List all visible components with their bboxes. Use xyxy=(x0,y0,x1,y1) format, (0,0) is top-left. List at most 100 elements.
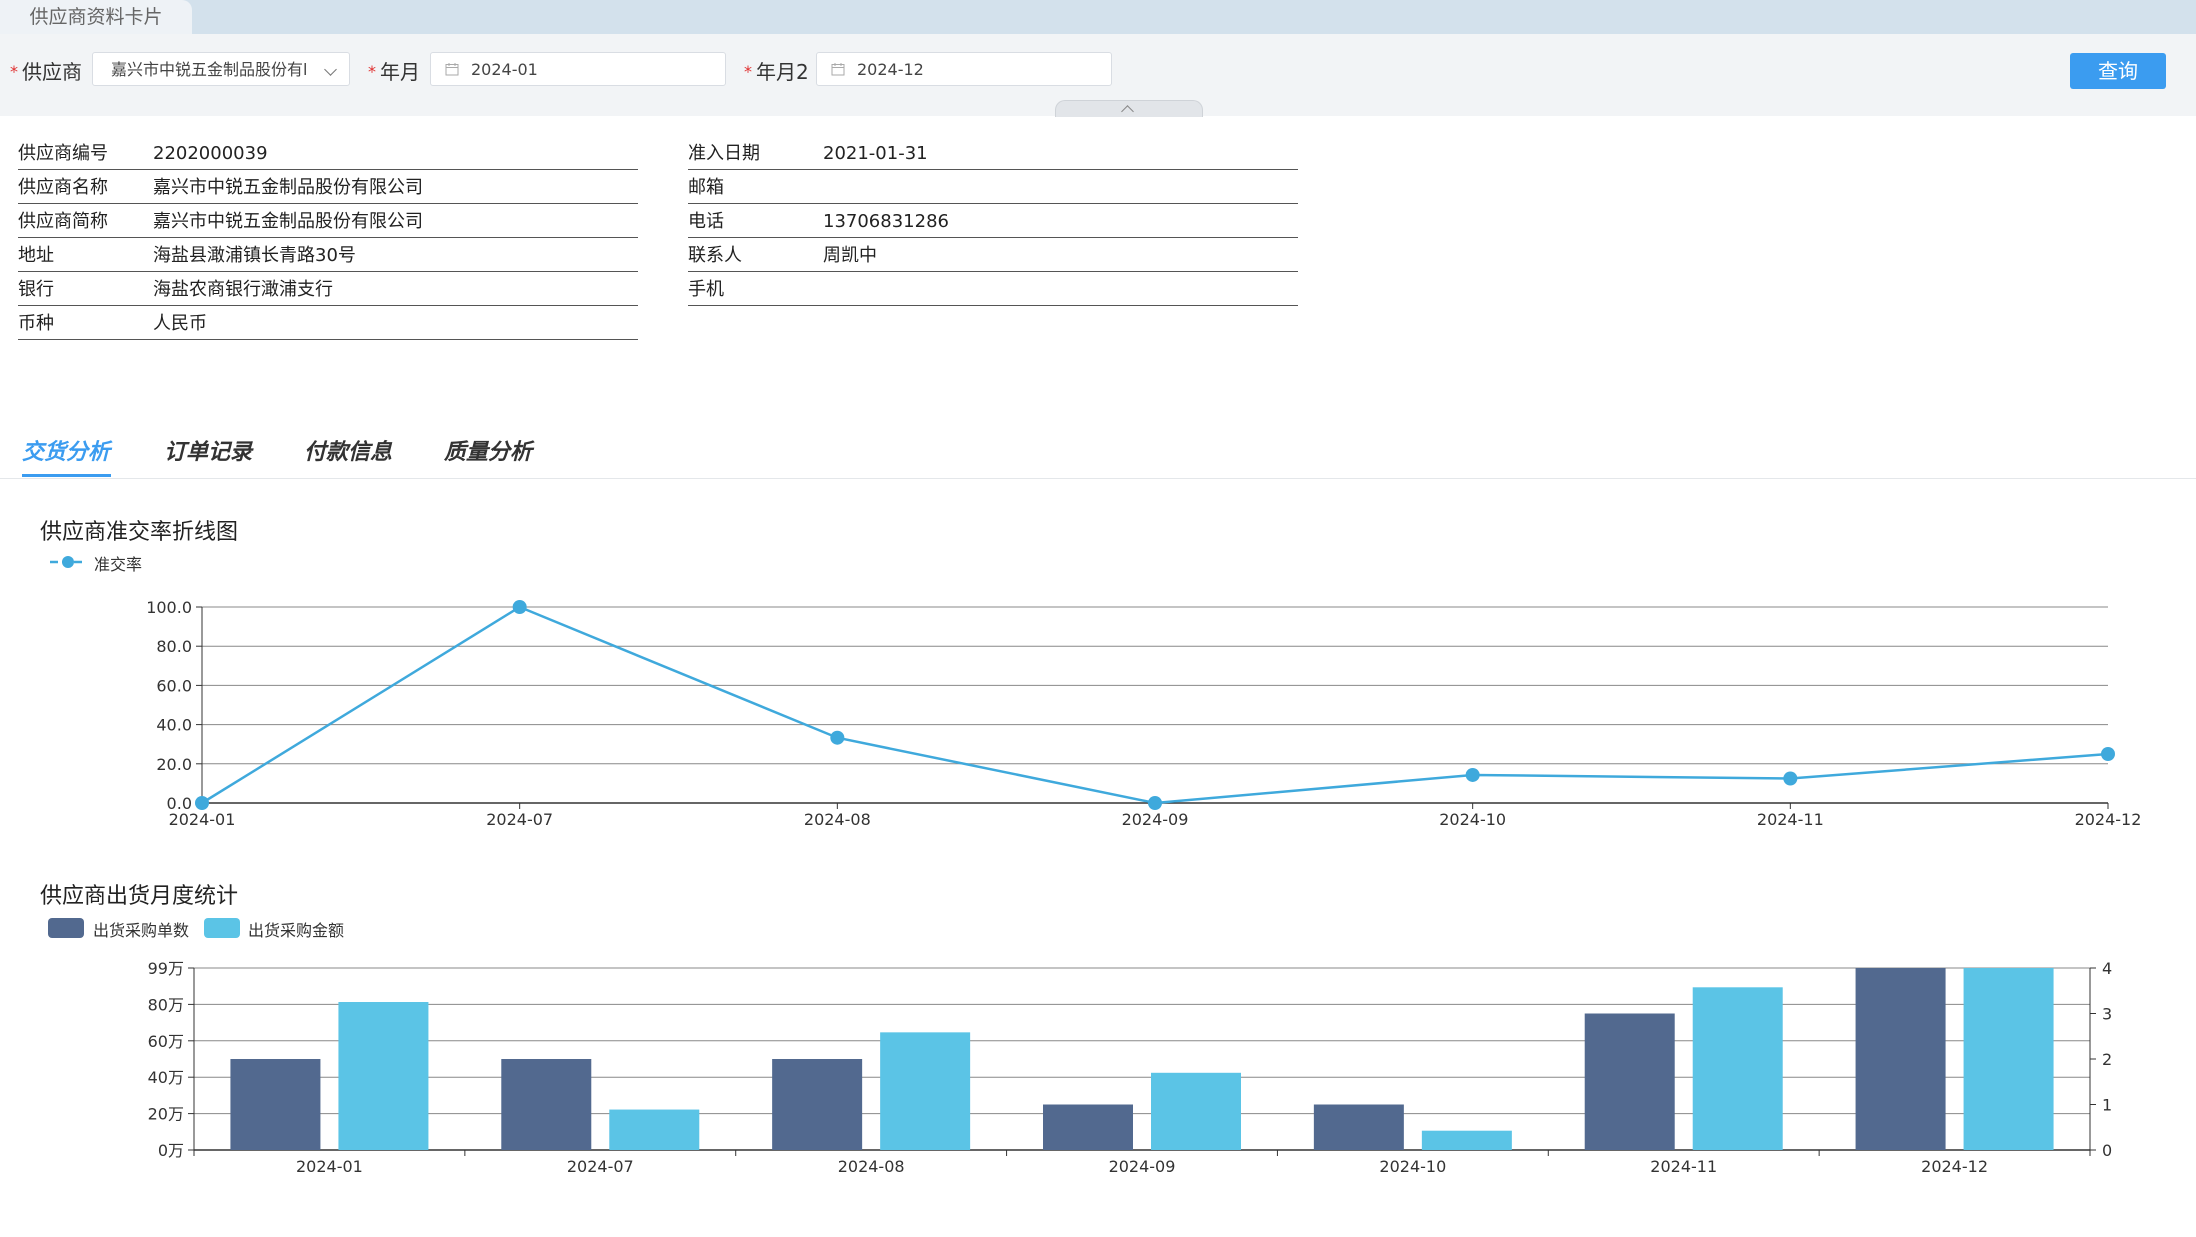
bar-legend-amount-label[interactable]: 出货采购金额 xyxy=(248,921,345,940)
line-legend-label[interactable]: 准交率 xyxy=(94,555,143,574)
info-row-supplier-name: 供应商名称 嘉兴市中锐五金制品股份有限公司 xyxy=(18,170,638,204)
x-tick-label: 2024-12 xyxy=(2075,810,2142,829)
x-tick-label: 2024-08 xyxy=(838,1157,905,1176)
info-row-supplier-short-name: 供应商简称 嘉兴市中锐五金制品股份有限公司 xyxy=(18,204,638,238)
series-line-准交率 xyxy=(201,605,2109,805)
bar-order-count xyxy=(772,1059,863,1150)
tab-supplier-card[interactable]: 供应商资料卡片 xyxy=(0,0,192,34)
y-tick-label: 0.0 xyxy=(167,794,192,813)
query-button[interactable]: 查询 xyxy=(2070,53,2166,89)
month-filter-label: * 年月 xyxy=(368,60,420,84)
info-key: 币种 xyxy=(18,313,54,334)
data-point xyxy=(830,730,845,745)
y-left-tick-label: 60万 xyxy=(148,1032,184,1051)
y-right-tick-label: 1 xyxy=(2102,1096,2112,1115)
bar-legend-amount-swatch xyxy=(204,918,240,938)
y-tick-label: 100.0 xyxy=(146,598,192,617)
x-tick-label: 2024-10 xyxy=(1379,1157,1446,1176)
info-key: 供应商编号 xyxy=(18,143,108,164)
bar-order-amount xyxy=(1151,1072,1241,1150)
x-tick-label: 2024-01 xyxy=(169,810,236,829)
info-row-supplier-code: 供应商编号 2202000039 xyxy=(18,136,638,170)
x-tick-label: 2024-07 xyxy=(567,1157,634,1176)
info-row-address: 地址 海盐县澉浦镇长青路30号 xyxy=(18,238,638,272)
supplier-filter-label: * 供应商 xyxy=(10,60,82,84)
info-key: 供应商名称 xyxy=(18,177,108,198)
bar-order-count xyxy=(1043,1104,1133,1150)
y-tick-label: 40.0 xyxy=(156,716,192,735)
info-row-phone: 电话 13706831286 xyxy=(688,204,1298,238)
y-tick-label: 60.0 xyxy=(156,676,192,695)
detail-tabs: 交货分析 订单记录 付款信息 质量分析 xyxy=(0,420,2196,479)
bar-chart: 0万 20万 40万 60万 80万 99万 0 1 2 3 4 2024-01 2024-07 2024… xyxy=(148,959,2113,1176)
info-row-mobile: 手机 xyxy=(688,272,1298,306)
info-value: 人民币 xyxy=(153,313,207,334)
info-value: 海盐县澉浦镇长青路30号 xyxy=(153,245,356,266)
y-left-tick-label: 80万 xyxy=(148,995,184,1014)
bar-order-amount xyxy=(1421,1130,1512,1150)
info-row-email: 邮箱 xyxy=(688,170,1298,204)
active-tab-indicator xyxy=(22,474,111,477)
bar-order-count xyxy=(1313,1104,1404,1150)
info-row-admission-date: 准入日期 2021-01-31 xyxy=(688,136,1298,170)
bar-order-amount xyxy=(1963,968,2054,1150)
month-end-picker[interactable]: 2024-12 xyxy=(816,52,1112,86)
line-chart-title: 供应商准交率折线图 xyxy=(40,520,239,545)
bar-order-amount xyxy=(880,1032,971,1150)
collapse-filter-handle[interactable] xyxy=(1055,100,1203,118)
bar-legend-count-swatch xyxy=(48,918,84,938)
info-row-contact: 联系人 周凯中 xyxy=(688,238,1298,272)
y-left-tick-label: 99万 xyxy=(148,959,184,978)
data-point xyxy=(195,796,209,810)
data-point xyxy=(2101,747,2115,761)
info-value: 2021-01-31 xyxy=(823,143,928,164)
x-tick-label: 2024-01 xyxy=(296,1157,363,1176)
bar-legend-count-label[interactable]: 出货采购单数 xyxy=(93,921,190,940)
data-point xyxy=(1783,771,1798,786)
info-value: 嘉兴市中锐五金制品股份有限公司 xyxy=(153,211,423,232)
info-value: 2202000039 xyxy=(153,143,268,164)
month-start-picker[interactable]: 2024-01 xyxy=(430,52,726,86)
info-row-currency: 币种 人民币 xyxy=(18,306,638,340)
y-left-tick-label: 0万 xyxy=(158,1141,184,1160)
x-tick-label: 2024-10 xyxy=(1439,810,1506,829)
info-key: 邮箱 xyxy=(688,177,724,198)
tab-quality-analysis[interactable]: 质量分析 xyxy=(444,440,533,465)
info-value: 海盐农商银行澉浦支行 xyxy=(153,279,333,300)
x-tick-label: 2024-08 xyxy=(804,810,871,829)
bar-order-count xyxy=(1855,968,1946,1150)
y-right-tick-label: 2 xyxy=(2102,1050,2112,1069)
supplier-label-text: 供应商 xyxy=(22,60,82,84)
bar-order-count xyxy=(1584,1013,1675,1150)
tab-delivery-analysis[interactable]: 交货分析 xyxy=(22,440,111,465)
month2-label-text: 年月2 xyxy=(756,60,809,84)
chevron-down-icon xyxy=(324,63,337,76)
line-chart: 0.0 20.0 40.0 60.0 80.0 100.0 2024-01 2024-07 20… xyxy=(146,598,2142,829)
tab-order-records[interactable]: 订单记录 xyxy=(164,440,253,465)
calendar-icon xyxy=(831,63,845,76)
tab-payment-info[interactable]: 付款信息 xyxy=(304,440,393,465)
y-right-tick-label: 4 xyxy=(2102,959,2112,978)
month-end-value: 2024-12 xyxy=(857,60,924,79)
bar-order-amount xyxy=(1692,987,1783,1150)
supplier-select-value: 嘉兴市中锐五金制品股份有l xyxy=(111,60,308,79)
info-key: 地址 xyxy=(18,245,54,266)
y-right-tick-label: 0 xyxy=(2102,1141,2112,1160)
bar-order-amount xyxy=(609,1109,700,1150)
x-tick-label: 2024-09 xyxy=(1109,1157,1176,1176)
info-row-bank: 银行 海盐农商银行澉浦支行 xyxy=(18,272,638,306)
y-left-tick-label: 20万 xyxy=(148,1105,184,1124)
bar-chart-title: 供应商出货月度统计 xyxy=(40,884,239,909)
month2-filter-label: * 年月2 xyxy=(744,60,809,84)
month-label-text: 年月 xyxy=(380,60,420,84)
bar-order-count xyxy=(230,1059,321,1150)
info-key: 联系人 xyxy=(688,245,742,266)
data-point xyxy=(512,600,527,614)
calendar-icon xyxy=(445,63,459,76)
bar-order-count xyxy=(501,1059,592,1150)
data-point xyxy=(1148,796,1162,810)
supplier-select[interactable]: 嘉兴市中锐五金制品股份有l xyxy=(92,52,350,86)
data-point xyxy=(1465,767,1480,782)
x-tick-label: 2024-11 xyxy=(1757,810,1824,829)
y-right-tick-label: 3 xyxy=(2102,1005,2112,1024)
